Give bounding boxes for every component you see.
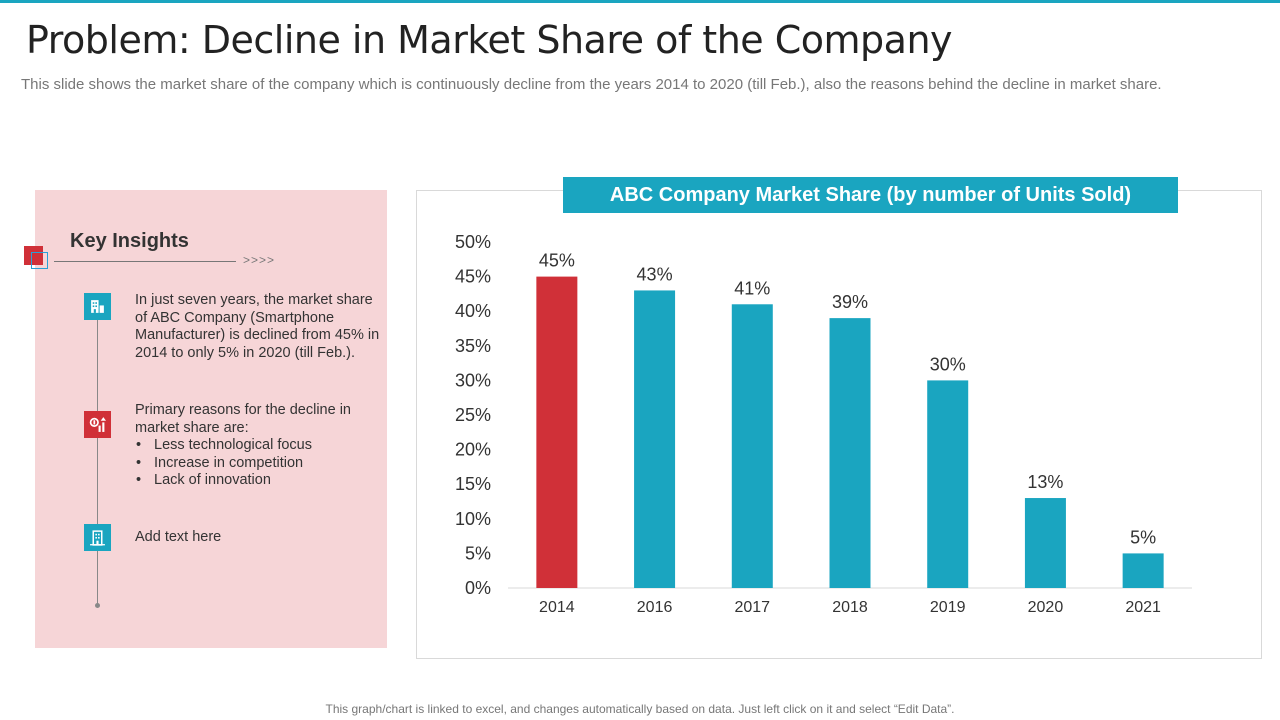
x-tick-label: 2018 <box>832 599 868 616</box>
buildings-icon <box>84 293 111 320</box>
decline-icon <box>84 411 111 438</box>
y-tick-label: 20% <box>455 440 491 460</box>
bar-2020 <box>1024 498 1066 588</box>
page-title: Problem: Decline in Market Share of the … <box>26 18 953 62</box>
x-tick-label: 2021 <box>1125 599 1161 616</box>
data-label: 30% <box>930 354 966 374</box>
x-tick-label: 2016 <box>637 599 673 616</box>
office-icon <box>84 524 111 551</box>
key-insights-title: Key Insights <box>70 230 189 252</box>
bar-2021 <box>1122 553 1164 588</box>
y-tick-label: 30% <box>455 370 491 390</box>
decor-outline-square-icon <box>31 252 48 269</box>
y-tick-label: 5% <box>465 543 491 563</box>
timeline-line <box>97 306 98 606</box>
footer-note: This graph/chart is linked to excel, and… <box>325 702 955 716</box>
y-tick-label: 50% <box>455 232 491 252</box>
y-tick-label: 25% <box>455 405 491 425</box>
list-item: Lack of innovation <box>135 472 380 490</box>
decor-square-icon <box>24 246 43 265</box>
insight-text-2-intro: Primary reasons for the decline in marke… <box>135 402 351 436</box>
bar-2014 <box>536 276 578 588</box>
y-tick-label: 45% <box>455 267 491 287</box>
bar-2016 <box>634 290 676 588</box>
bar-2018 <box>829 318 871 588</box>
x-tick-label: 2014 <box>539 599 575 616</box>
data-label: 43% <box>637 264 673 284</box>
data-label: 13% <box>1027 472 1063 492</box>
title-divider <box>54 261 236 262</box>
market-share-bar-chart: 0% 5% 10% 15% 20% 25% 30% 35% 40% 45% 50% 45% 2014 43… <box>455 232 1192 616</box>
y-tick-label: 40% <box>455 301 491 321</box>
reasons-list: Less technological focus Increase in com… <box>135 437 380 490</box>
data-label: 39% <box>832 292 868 312</box>
x-tick-label: 2020 <box>1028 599 1064 616</box>
x-tick-label: 2017 <box>734 599 770 616</box>
y-tick-label: 15% <box>455 474 491 494</box>
y-tick-label: 35% <box>455 336 491 356</box>
arrows-decor: >>>> <box>243 253 276 267</box>
list-item: Less technological focus <box>135 437 380 455</box>
page-subtitle: This slide shows the market share of the… <box>21 76 1162 93</box>
insight-text-3: Add text here <box>135 529 222 545</box>
x-tick-label: 2019 <box>930 599 966 616</box>
list-item: Increase in competition <box>135 455 380 473</box>
chart-title: ABC Company Market Share (by number of U… <box>563 177 1178 213</box>
data-label: 5% <box>1130 527 1156 547</box>
y-tick-label: 0% <box>465 578 491 598</box>
bar-2017 <box>731 304 773 588</box>
data-label: 45% <box>539 251 575 271</box>
data-label: 41% <box>734 278 770 298</box>
top-accent-line <box>0 0 1280 3</box>
timeline-end-dot <box>95 603 100 608</box>
bar-2019 <box>927 380 969 588</box>
y-tick-label: 10% <box>455 509 491 529</box>
insight-text-1: In just seven years, the market share of… <box>135 292 380 361</box>
insight-text-2: Primary reasons for the decline in marke… <box>135 402 380 490</box>
